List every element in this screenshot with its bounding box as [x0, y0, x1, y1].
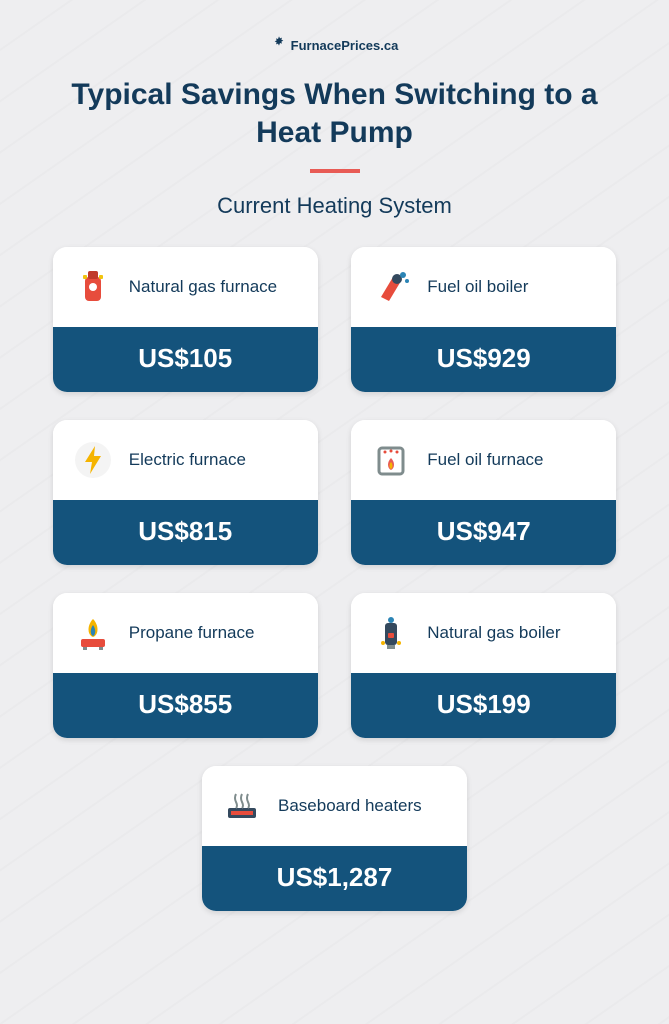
section-subtitle: Current Heating System: [50, 193, 619, 219]
savings-card: Electric furnace US$815: [53, 420, 318, 565]
card-header: Natural gas boiler: [351, 593, 616, 673]
card-value: US$855: [53, 673, 318, 738]
card-value: US$105: [53, 327, 318, 392]
card-header: Fuel oil boiler: [351, 247, 616, 327]
boiler-icon: [369, 611, 413, 655]
title-divider: [310, 169, 360, 173]
savings-card: Propane furnace US$855: [53, 593, 318, 738]
card-header: Natural gas furnace: [53, 247, 318, 327]
card-label: Electric furnace: [129, 449, 246, 470]
card-label: Baseboard heaters: [278, 795, 422, 816]
card-value: US$199: [351, 673, 616, 738]
card-value: US$929: [351, 327, 616, 392]
baseboard-icon: [220, 784, 264, 828]
card-header: Baseboard heaters: [202, 766, 467, 846]
card-label: Propane furnace: [129, 622, 255, 643]
card-value: US$1,287: [202, 846, 467, 911]
gas-tank-icon: [71, 265, 115, 309]
savings-card: Natural gas furnace US$105: [53, 247, 318, 392]
card-label: Natural gas furnace: [129, 276, 277, 297]
brand-logo: FurnacePrices.ca: [50, 35, 619, 56]
card-value: US$947: [351, 500, 616, 565]
card-header: Electric furnace: [53, 420, 318, 500]
stove-flame-icon: [71, 611, 115, 655]
card-value: US$815: [53, 500, 318, 565]
card-header: Propane furnace: [53, 593, 318, 673]
card-header: Fuel oil furnace: [351, 420, 616, 500]
cards-grid: Natural gas furnace US$105 Fuel oil boil…: [50, 247, 619, 911]
brand-text: FurnacePrices.ca: [291, 38, 399, 53]
page-title: Typical Savings When Switching to a Heat…: [50, 76, 619, 151]
savings-card: Fuel oil furnace US$947: [351, 420, 616, 565]
card-label: Natural gas boiler: [427, 622, 560, 643]
card-label: Fuel oil furnace: [427, 449, 543, 470]
savings-card: Baseboard heaters US$1,287: [202, 766, 467, 911]
savings-card: Fuel oil boiler US$929: [351, 247, 616, 392]
savings-card: Natural gas boiler US$199: [351, 593, 616, 738]
lightning-icon: [71, 438, 115, 482]
infographic-container: FurnacePrices.ca Typical Savings When Sw…: [0, 0, 669, 951]
fuel-pump-icon: [369, 265, 413, 309]
furnace-flame-icon: [369, 438, 413, 482]
card-label: Fuel oil boiler: [427, 276, 528, 297]
maple-leaf-icon: [271, 35, 287, 56]
